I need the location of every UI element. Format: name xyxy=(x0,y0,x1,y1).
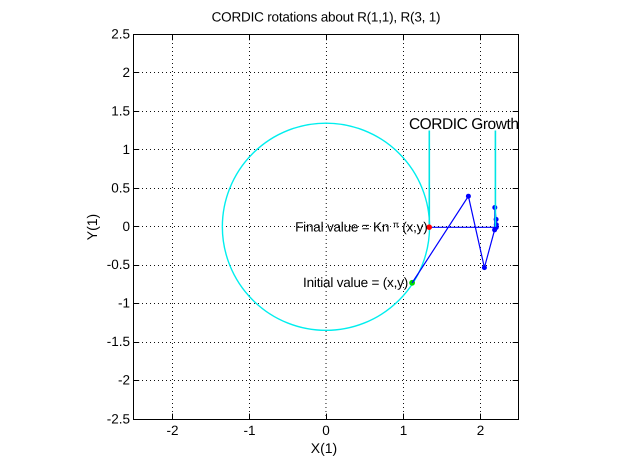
svg-text:1: 1 xyxy=(122,142,130,157)
svg-text:-2: -2 xyxy=(166,423,178,438)
svg-text:-1: -1 xyxy=(118,296,130,311)
svg-text:CORDIC rotations about R(1,1),: CORDIC rotations about R(1,1), R(3, 1) xyxy=(212,10,441,25)
svg-text:Initial value = (x,y): Initial value = (x,y) xyxy=(303,275,408,290)
svg-text:2: 2 xyxy=(122,65,130,80)
svg-text:2.5: 2.5 xyxy=(111,26,130,41)
svg-text:Final value = Kn π (x,y): Final value = Kn π (x,y) xyxy=(295,219,427,234)
svg-text:Y(1): Y(1) xyxy=(84,214,100,240)
svg-text:-0.5: -0.5 xyxy=(107,257,130,272)
svg-text:-1.5: -1.5 xyxy=(107,334,130,349)
svg-text:-1: -1 xyxy=(243,423,255,438)
svg-text:X(1): X(1) xyxy=(311,440,337,456)
svg-text:0.5: 0.5 xyxy=(111,180,130,195)
svg-text:0: 0 xyxy=(122,219,130,234)
svg-text:CORDIC Growth: CORDIC Growth xyxy=(409,116,519,133)
svg-text:2: 2 xyxy=(477,423,485,438)
svg-text:0: 0 xyxy=(322,423,330,438)
svg-text:1: 1 xyxy=(400,423,408,438)
svg-text:-2.5: -2.5 xyxy=(107,411,130,426)
svg-text:-2: -2 xyxy=(118,373,130,388)
svg-text:1.5: 1.5 xyxy=(111,103,130,118)
